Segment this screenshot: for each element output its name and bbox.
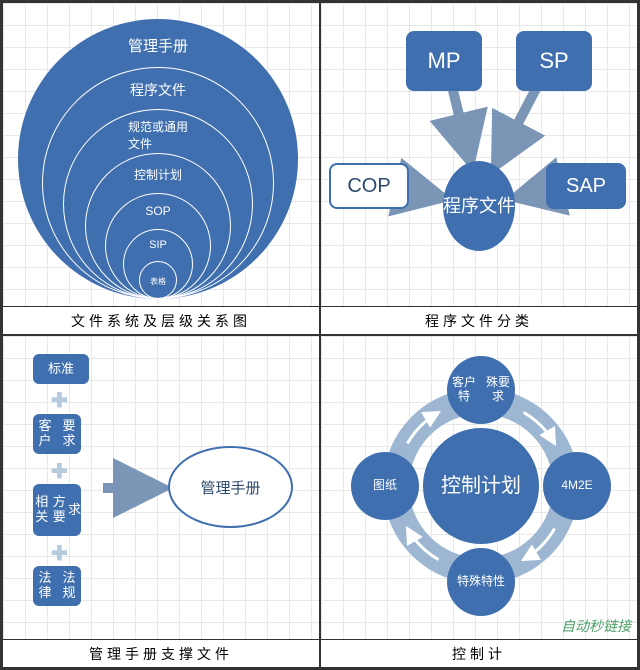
q2-body: MP SP COP SAP 程序文件 [321, 3, 637, 306]
nested-circle-label-4: SOP [145, 204, 170, 218]
watermark: 自动秒链接 [561, 616, 631, 636]
q4-node-3: 图纸 [351, 452, 419, 520]
nested-circle-label-1: 程序文件 [130, 80, 186, 100]
q3-input-2: 相关方要求 [33, 484, 81, 536]
panel-q3: 标准客户要求相关方要求法律法规✚✚✚管理手册 管理手册支撑文件 [2, 335, 320, 668]
q3-body: 标准客户要求相关方要求法律法规✚✚✚管理手册 [3, 336, 319, 639]
nested-circle-label-3: 控制计划 [134, 166, 182, 183]
q1-caption: 文件系统及层级关系图 [3, 306, 319, 334]
q3-input-1: 客户要求 [33, 414, 81, 454]
q2-node-sap: SAP [546, 163, 626, 209]
plus-icon: ✚ [51, 459, 68, 484]
q2-node-sp: SP [516, 31, 592, 91]
nested-circle-label-0: 管理手册 [128, 35, 188, 56]
q4-body: 自动秒链接 控制计划客户特殊要求 4M2E 特殊特性图纸 [321, 336, 637, 639]
q2-caption: 程序文件分类 [321, 306, 637, 334]
q4-node-1: 4M2E [543, 452, 611, 520]
q2-node-mp: MP [406, 31, 482, 91]
q4-caption: 控制计 [321, 639, 637, 667]
q4-node-2: 特殊特性 [447, 548, 515, 616]
q3-input-0: 标准 [33, 354, 89, 384]
panel-q2: MP SP COP SAP 程序文件 程序文件分类 [320, 2, 638, 335]
q4-node-0: 客户特殊要求 [447, 356, 515, 424]
q1-body: 管理手册程序文件规范或通用文件控制计划 SOP SIP 表格 [3, 3, 319, 306]
nested-circle-label-5: SIP [149, 239, 167, 251]
q4-center: 控制计划 [423, 428, 539, 544]
four-panel-frame: 管理手册程序文件规范或通用文件控制计划SOPSIP表格 文件系统及层级关系图 M… [0, 0, 640, 670]
panel-q4: 自动秒链接 控制计划客户特殊要求 4M2E 特殊特性图纸 控制计 [320, 335, 638, 668]
plus-icon: ✚ [51, 388, 68, 413]
nested-circle-label-6: 表格 [150, 276, 166, 287]
q3-caption: 管理手册支撑文件 [3, 639, 319, 667]
q2-node-cop: COP [329, 163, 409, 209]
q3-input-3: 法律法规 [33, 566, 81, 606]
panel-q1: 管理手册程序文件规范或通用文件控制计划 SOP SIP 表格 文件系统及层级关系图 [2, 2, 320, 335]
q2-node-ctr: 程序文件 [443, 161, 515, 251]
q3-target-ellipse: 管理手册 [168, 446, 293, 528]
plus-icon: ✚ [51, 541, 68, 566]
nested-circle-label-2: 规范或通用文件 [128, 118, 188, 152]
